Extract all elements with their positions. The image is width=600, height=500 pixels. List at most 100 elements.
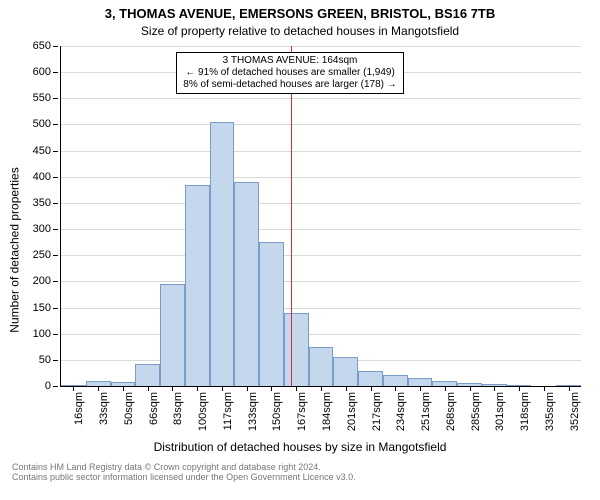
- gridline: [61, 177, 581, 178]
- y-tick: [53, 203, 58, 204]
- y-axis-label: Number of detached properties: [6, 0, 24, 500]
- histogram-bar: [284, 313, 309, 386]
- histogram-bar: [309, 347, 334, 386]
- gridline: [61, 308, 581, 309]
- y-tick: [53, 46, 58, 47]
- y-tick-label: 200: [33, 275, 51, 287]
- x-tick: [172, 386, 173, 391]
- gridline: [61, 203, 581, 204]
- gridline: [61, 124, 581, 125]
- x-tick-label: 335sqm: [544, 392, 556, 431]
- gridline: [61, 334, 581, 335]
- x-tick: [445, 386, 446, 391]
- x-tick: [222, 386, 223, 391]
- x-tick: [346, 386, 347, 391]
- x-tick: [197, 386, 198, 391]
- x-tick: [321, 386, 322, 391]
- x-tick: [123, 386, 124, 391]
- chart-title-line2: Size of property relative to detached ho…: [0, 24, 600, 38]
- x-tick-label: 33sqm: [98, 392, 110, 425]
- histogram-bar: [210, 122, 235, 386]
- y-tick-label: 550: [33, 92, 51, 104]
- x-tick: [395, 386, 396, 391]
- histogram-bar: [185, 185, 210, 386]
- y-tick: [53, 72, 58, 73]
- gridline: [61, 255, 581, 256]
- y-tick: [53, 360, 58, 361]
- x-tick: [296, 386, 297, 391]
- x-tick-label: 234sqm: [395, 392, 407, 431]
- y-tick-label: 450: [33, 145, 51, 157]
- x-tick-label: 268sqm: [445, 392, 457, 431]
- x-tick-label: 301sqm: [494, 392, 506, 431]
- x-tick: [73, 386, 74, 391]
- y-tick: [53, 98, 58, 99]
- x-tick: [98, 386, 99, 391]
- x-tick-label: 117sqm: [222, 392, 234, 430]
- x-tick-label: 83sqm: [172, 392, 184, 425]
- x-tick-label: 184sqm: [321, 392, 333, 431]
- annotation-line: 3 THOMAS AVENUE: 164sqm: [183, 55, 396, 67]
- y-tick-label: 650: [33, 40, 51, 52]
- y-tick-label: 600: [33, 66, 51, 78]
- reference-line: [291, 46, 292, 386]
- y-tick: [53, 151, 58, 152]
- histogram-bar: [383, 375, 408, 387]
- histogram-bar: [333, 357, 358, 386]
- y-tick: [53, 334, 58, 335]
- histogram-bar: [408, 378, 433, 386]
- gridline: [61, 151, 581, 152]
- chart-container: 3, THOMAS AVENUE, EMERSONS GREEN, BRISTO…: [0, 0, 600, 500]
- histogram-bar: [160, 284, 185, 386]
- histogram-bar: [234, 182, 259, 386]
- annotation-line: ← 91% of detached houses are smaller (1,…: [183, 67, 396, 79]
- x-tick-label: 201sqm: [346, 392, 358, 431]
- histogram-bar: [135, 364, 160, 386]
- gridline: [61, 281, 581, 282]
- x-tick: [569, 386, 570, 391]
- x-tick-label: 50sqm: [123, 392, 135, 425]
- y-tick-label: 300: [33, 223, 51, 235]
- x-tick: [544, 386, 545, 391]
- y-tick: [53, 308, 58, 309]
- x-tick: [247, 386, 248, 391]
- x-tick-label: 100sqm: [197, 392, 209, 431]
- x-tick-label: 251sqm: [420, 392, 432, 431]
- y-tick-label: 400: [33, 171, 51, 183]
- y-tick-label: 50: [39, 354, 51, 366]
- histogram-bar: [358, 371, 383, 386]
- x-tick-label: 167sqm: [296, 392, 308, 431]
- x-tick: [470, 386, 471, 391]
- y-tick-label: 500: [33, 118, 51, 130]
- y-tick-label: 250: [33, 249, 51, 261]
- y-tick-label: 350: [33, 197, 51, 209]
- y-tick: [53, 281, 58, 282]
- x-tick-label: 16sqm: [73, 392, 85, 425]
- y-tick-label: 100: [33, 328, 51, 340]
- x-tick: [371, 386, 372, 391]
- x-tick-label: 352sqm: [569, 392, 581, 431]
- y-tick-label: 0: [45, 380, 51, 392]
- x-tick-label: 66sqm: [148, 392, 160, 425]
- histogram-bar: [259, 242, 284, 386]
- annotation-box: 3 THOMAS AVENUE: 164sqm← 91% of detached…: [176, 52, 403, 94]
- y-tick: [53, 386, 58, 387]
- x-tick: [519, 386, 520, 391]
- y-tick-label: 150: [33, 302, 51, 314]
- y-axis-label-text: Number of detached properties: [8, 167, 22, 332]
- y-tick: [53, 229, 58, 230]
- gridline: [61, 229, 581, 230]
- y-tick: [53, 124, 58, 125]
- x-tick: [148, 386, 149, 391]
- x-tick-label: 318sqm: [519, 392, 531, 431]
- x-tick-label: 285sqm: [470, 392, 482, 431]
- x-tick-label: 133sqm: [247, 392, 259, 431]
- x-tick-label: 150sqm: [271, 392, 283, 431]
- plot-area: 0501001502002503003504004505005506006501…: [60, 46, 581, 387]
- x-tick: [271, 386, 272, 391]
- y-tick: [53, 177, 58, 178]
- x-axis-label: Distribution of detached houses by size …: [0, 440, 600, 454]
- footer-line1: Contains HM Land Registry data © Crown c…: [12, 462, 356, 472]
- footer-attribution: Contains HM Land Registry data © Crown c…: [12, 462, 356, 483]
- x-tick-label: 217sqm: [371, 392, 383, 431]
